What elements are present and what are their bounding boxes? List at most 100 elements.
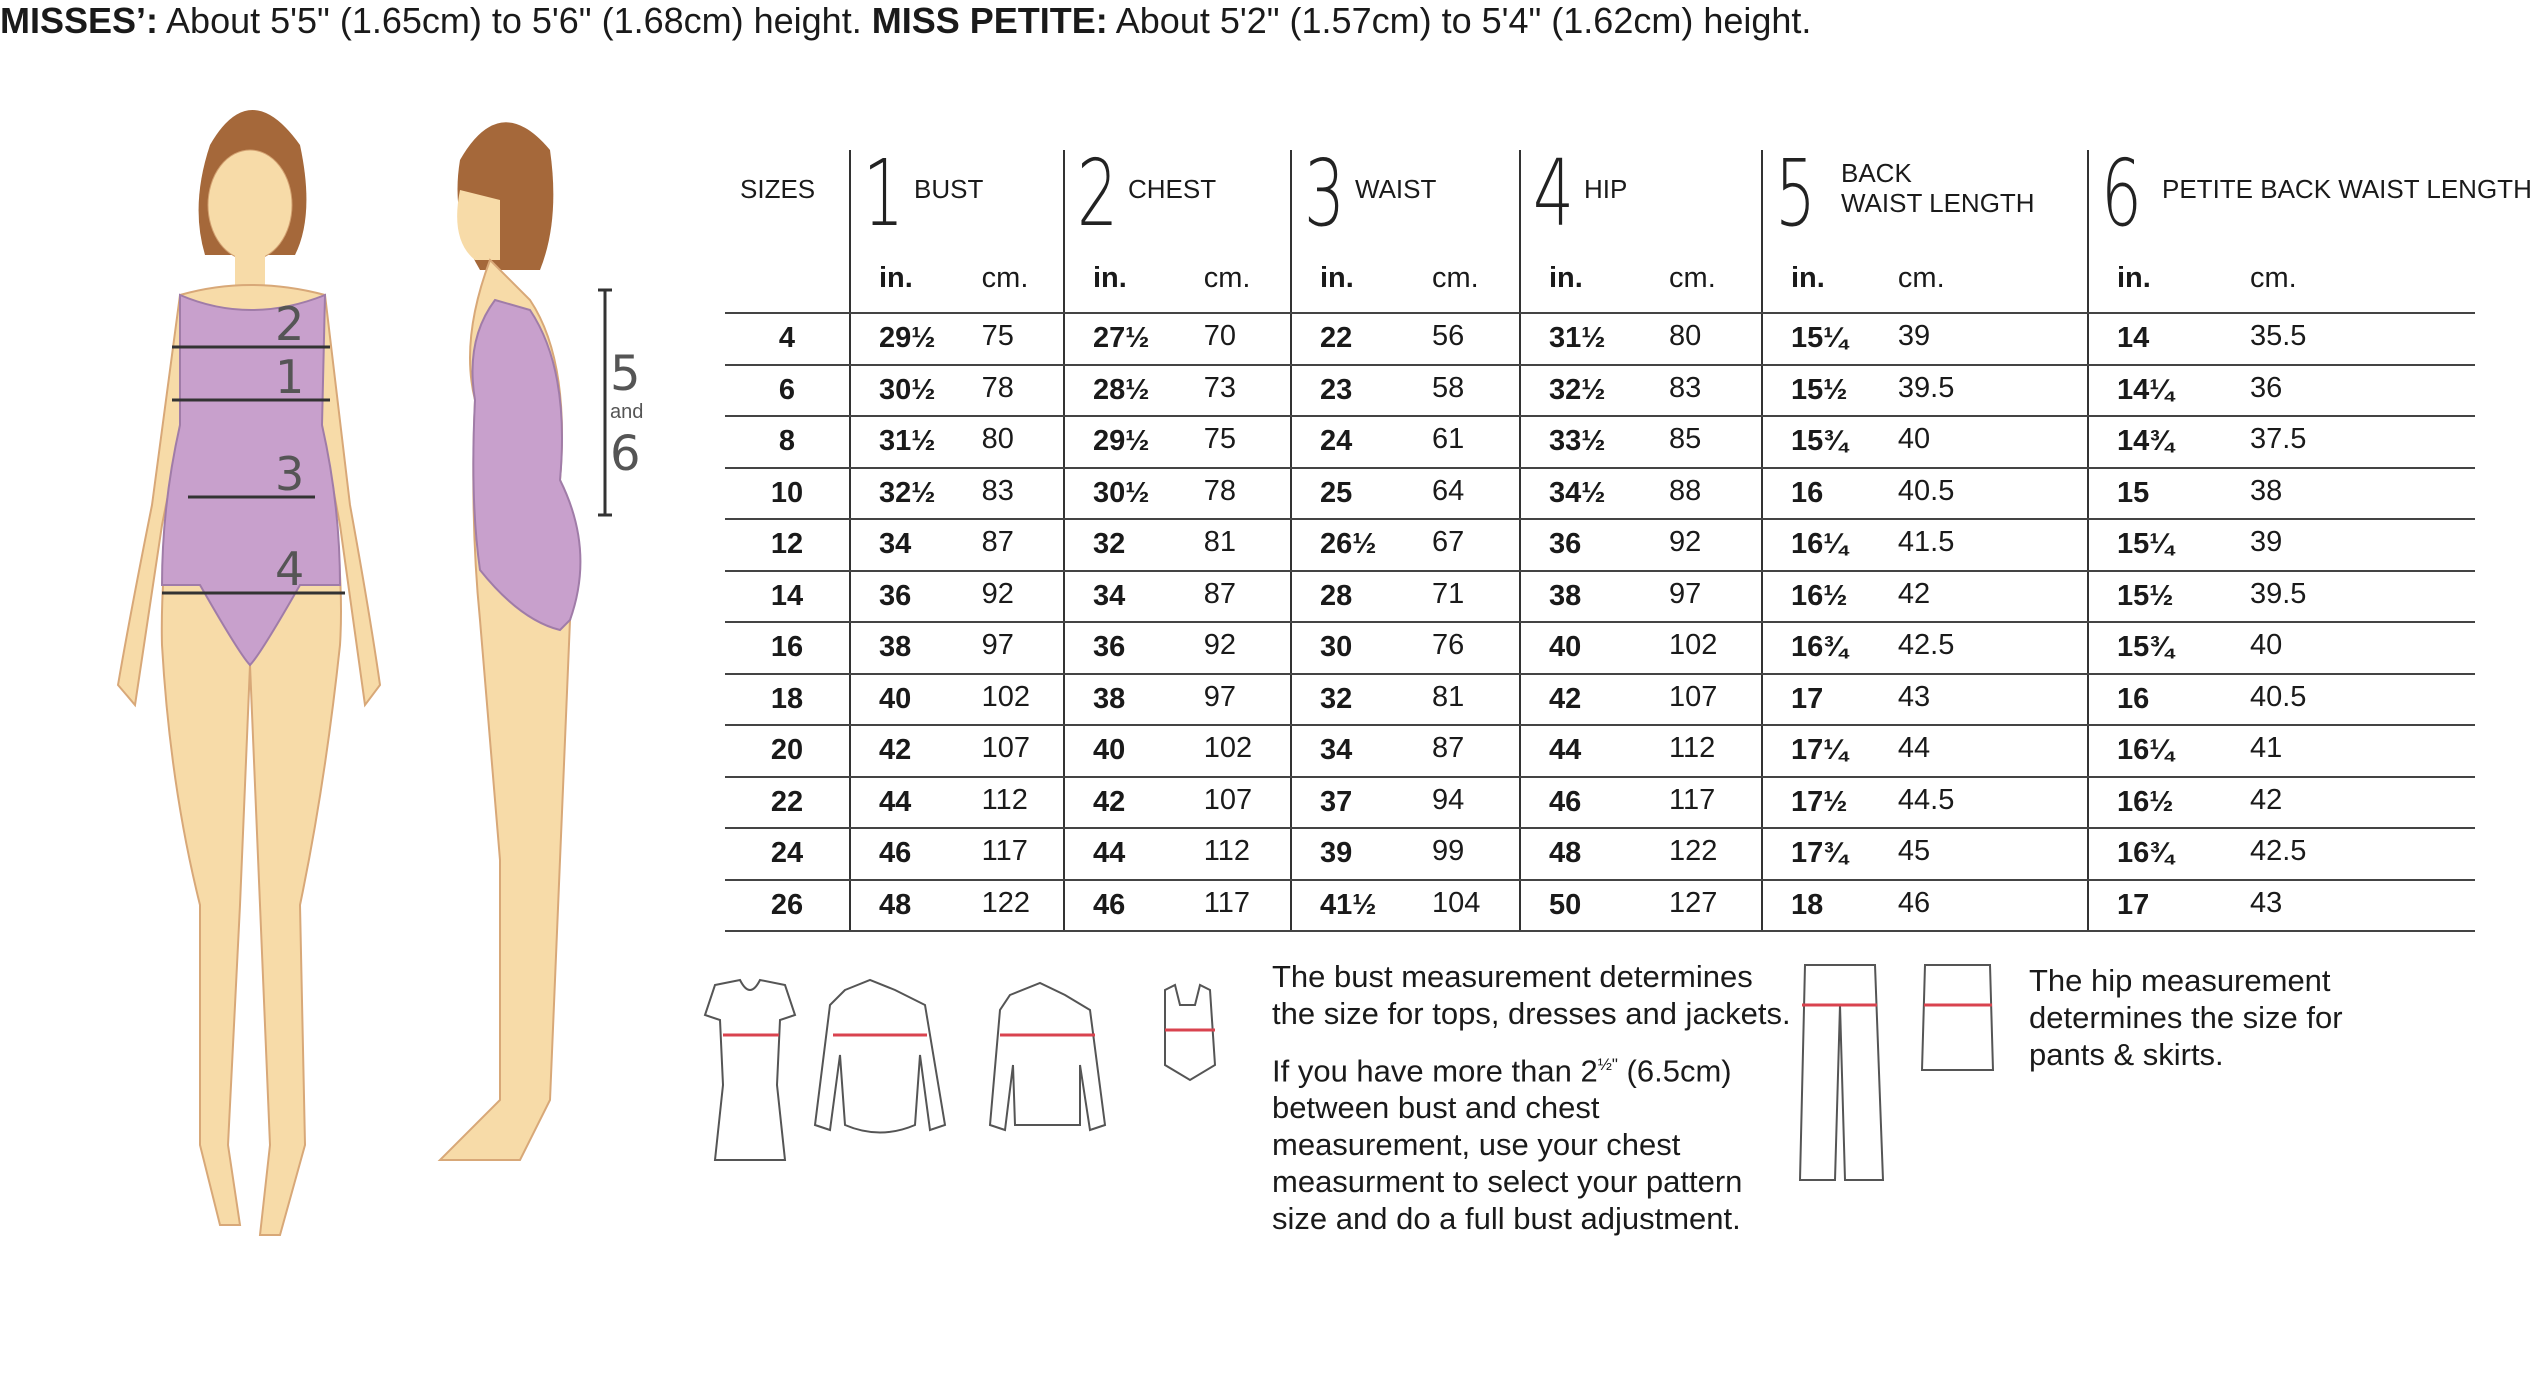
cm-cell: 75 xyxy=(1203,423,1236,455)
bust-notes: The bust measurement determines the size… xyxy=(1272,958,1792,1251)
cm-cell: 40 xyxy=(1897,423,1931,455)
inch-cell: 44 xyxy=(879,785,912,818)
inch-cell: 40 xyxy=(879,682,912,715)
inch-cell: 15½ xyxy=(2117,579,2174,612)
height-heading: MISSES’: About 5'5" (1.65cm) to 5'6" (1.… xyxy=(0,0,2532,42)
row-divider xyxy=(725,672,2475,675)
inch-cell: 40 xyxy=(1549,631,1582,663)
cm-cell: 112 xyxy=(1669,732,1716,764)
figure-label-1: 1 xyxy=(275,350,304,404)
unit-cm: cm. xyxy=(981,262,1029,294)
unit-cm: cm. xyxy=(1897,262,1945,294)
cm-cell: 42 xyxy=(2249,783,2283,816)
size-cell: 6 xyxy=(778,373,796,406)
cm-cell: 42.5 xyxy=(1897,629,1955,661)
figure-label-4: 4 xyxy=(275,542,304,596)
inch-cell: 36 xyxy=(879,579,912,612)
size-cell: 12 xyxy=(770,528,804,560)
unit-cm: cm. xyxy=(1203,262,1251,294)
inch-cell: 31½ xyxy=(879,425,936,457)
inch-cell: 16½ xyxy=(1791,579,1848,612)
cm-cell: 87 xyxy=(1203,577,1236,610)
inch-cell: 38 xyxy=(879,631,912,663)
cm-cell: 43 xyxy=(1897,680,1931,713)
unit-cm: cm. xyxy=(1431,262,1479,294)
column-number: 5 xyxy=(1775,140,1816,247)
row-divider xyxy=(725,312,2475,314)
cm-cell: 44 xyxy=(1897,732,1931,764)
column-number: 1 xyxy=(863,140,904,247)
unit-cm: cm. xyxy=(1669,262,1716,294)
column-header: HIP xyxy=(1584,174,1628,204)
size-cell: 24 xyxy=(770,837,804,869)
side-label-5: 5 xyxy=(610,346,641,402)
inch-cell: 24 xyxy=(1320,425,1353,457)
inch-cell: 34½ xyxy=(1549,476,1606,509)
cm-cell: 39.5 xyxy=(2249,577,2307,610)
cm-cell: 102 xyxy=(981,680,1031,713)
cm-cell: 37.5 xyxy=(2249,423,2307,455)
cm-cell: 43 xyxy=(2249,886,2283,919)
inch-cell: 46 xyxy=(879,837,912,869)
inch-cell: 17 xyxy=(2117,888,2150,921)
cm-cell: 76 xyxy=(1431,629,1465,661)
column-header: CHEST xyxy=(1128,174,1217,204)
figure-label-3: 3 xyxy=(275,447,304,501)
inch-cell: 39 xyxy=(1320,837,1353,869)
inch-cell: 38 xyxy=(1093,682,1126,715)
column-header: BUST xyxy=(914,174,984,204)
cm-cell: 58 xyxy=(1431,371,1465,404)
inch-cell: 36 xyxy=(1093,631,1126,663)
cm-cell: 87 xyxy=(981,526,1014,558)
cm-cell: 75 xyxy=(981,320,1014,352)
inch-cell: 15½ xyxy=(1791,373,1848,406)
unit-in: in. xyxy=(1549,262,1583,294)
cm-cell: 41 xyxy=(2249,732,2283,764)
inch-cell: 34 xyxy=(879,528,912,560)
chest-note: If you have more than 2½" (6.5cm) betwee… xyxy=(1272,1053,1743,1237)
cm-cell: 46 xyxy=(1897,886,1931,919)
unit-in: in. xyxy=(1791,262,1825,294)
row-divider xyxy=(725,775,2475,778)
shirt-icon xyxy=(813,978,947,1134)
cm-cell: 97 xyxy=(981,629,1014,661)
inch-cell: 29½ xyxy=(879,322,936,354)
cm-cell: 42 xyxy=(1897,577,1931,610)
cm-cell: 41.5 xyxy=(1897,526,1955,558)
cm-cell: 78 xyxy=(1203,474,1236,507)
cm-cell: 83 xyxy=(1669,371,1702,404)
column-number: 4 xyxy=(1533,140,1574,247)
cm-cell: 117 xyxy=(981,835,1028,867)
sizes-header: SIZES xyxy=(740,174,816,204)
side-figure-illustration: 5 and 6 xyxy=(437,122,643,1161)
inch-cell: 15¼ xyxy=(1791,322,1848,354)
inch-cell: 30½ xyxy=(879,373,936,406)
inch-cell: 16 xyxy=(1791,476,1824,509)
size-cell: 14 xyxy=(770,579,804,612)
inch-cell: 25 xyxy=(1320,476,1353,509)
row-divider xyxy=(725,827,2475,829)
inch-cell: 46 xyxy=(1549,785,1582,818)
cm-cell: 122 xyxy=(1669,835,1718,867)
cm-cell: 70 xyxy=(1203,320,1236,352)
column-header: WAIST xyxy=(1355,174,1437,204)
row-divider xyxy=(725,363,2475,366)
cm-cell: 107 xyxy=(981,732,1031,764)
row-divider xyxy=(725,621,2475,623)
cm-cell: 78 xyxy=(981,371,1014,404)
inch-cell: 22 xyxy=(1320,322,1353,354)
petite-text: About 5'2" (1.57cm) to 5'4" (1.62cm) hei… xyxy=(1115,0,1812,41)
inch-cell: 16¾ xyxy=(1791,631,1848,663)
size-cell: 4 xyxy=(778,322,796,354)
cm-cell: 97 xyxy=(1669,577,1702,610)
inch-cell: 42 xyxy=(879,734,912,766)
inch-cell: 46 xyxy=(1093,888,1126,921)
dress-icon xyxy=(703,978,797,1161)
inch-cell: 48 xyxy=(1549,837,1582,869)
cm-cell: 73 xyxy=(1203,371,1236,404)
cm-cell: 40.5 xyxy=(1897,474,1955,507)
cm-cell: 80 xyxy=(981,423,1014,455)
inch-cell: 44 xyxy=(1093,837,1126,869)
cm-cell: 39 xyxy=(2249,526,2283,558)
cm-cell: 39 xyxy=(1897,320,1931,352)
